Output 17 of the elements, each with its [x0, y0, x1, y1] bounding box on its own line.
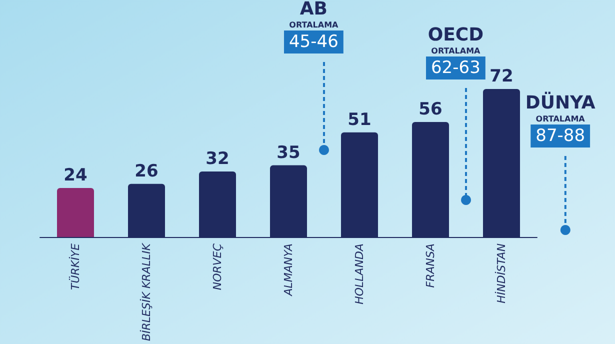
data-label: 32: [206, 148, 230, 169]
annotation: DÜNYA ORTALAMA 87-88: [525, 92, 596, 146]
data-label: 51: [348, 110, 372, 130]
x-tick-label: HİNDİSTAN: [494, 243, 508, 304]
x-tick-label: BİRLEŞİK KRALLIK: [139, 242, 153, 341]
data-label: 35: [276, 142, 300, 163]
x-tick-label: ALMANYA: [282, 243, 295, 297]
text: AB ORTALAMA 45-46: [288, 0, 340, 52]
text: OECD ORTALAMA 62-63: [428, 24, 484, 78]
x-tick-label: FRANSA: [424, 243, 437, 288]
x-tick-label: HOLLANDA: [353, 243, 366, 304]
data-label: 26: [134, 161, 158, 182]
data-label: 24: [64, 165, 88, 186]
data-label: 72: [490, 66, 514, 87]
data-label: 56: [418, 100, 442, 120]
x-tick-label: TÜRKİYE: [68, 243, 82, 290]
x-tick-label: NORVEÇ: [211, 243, 224, 290]
